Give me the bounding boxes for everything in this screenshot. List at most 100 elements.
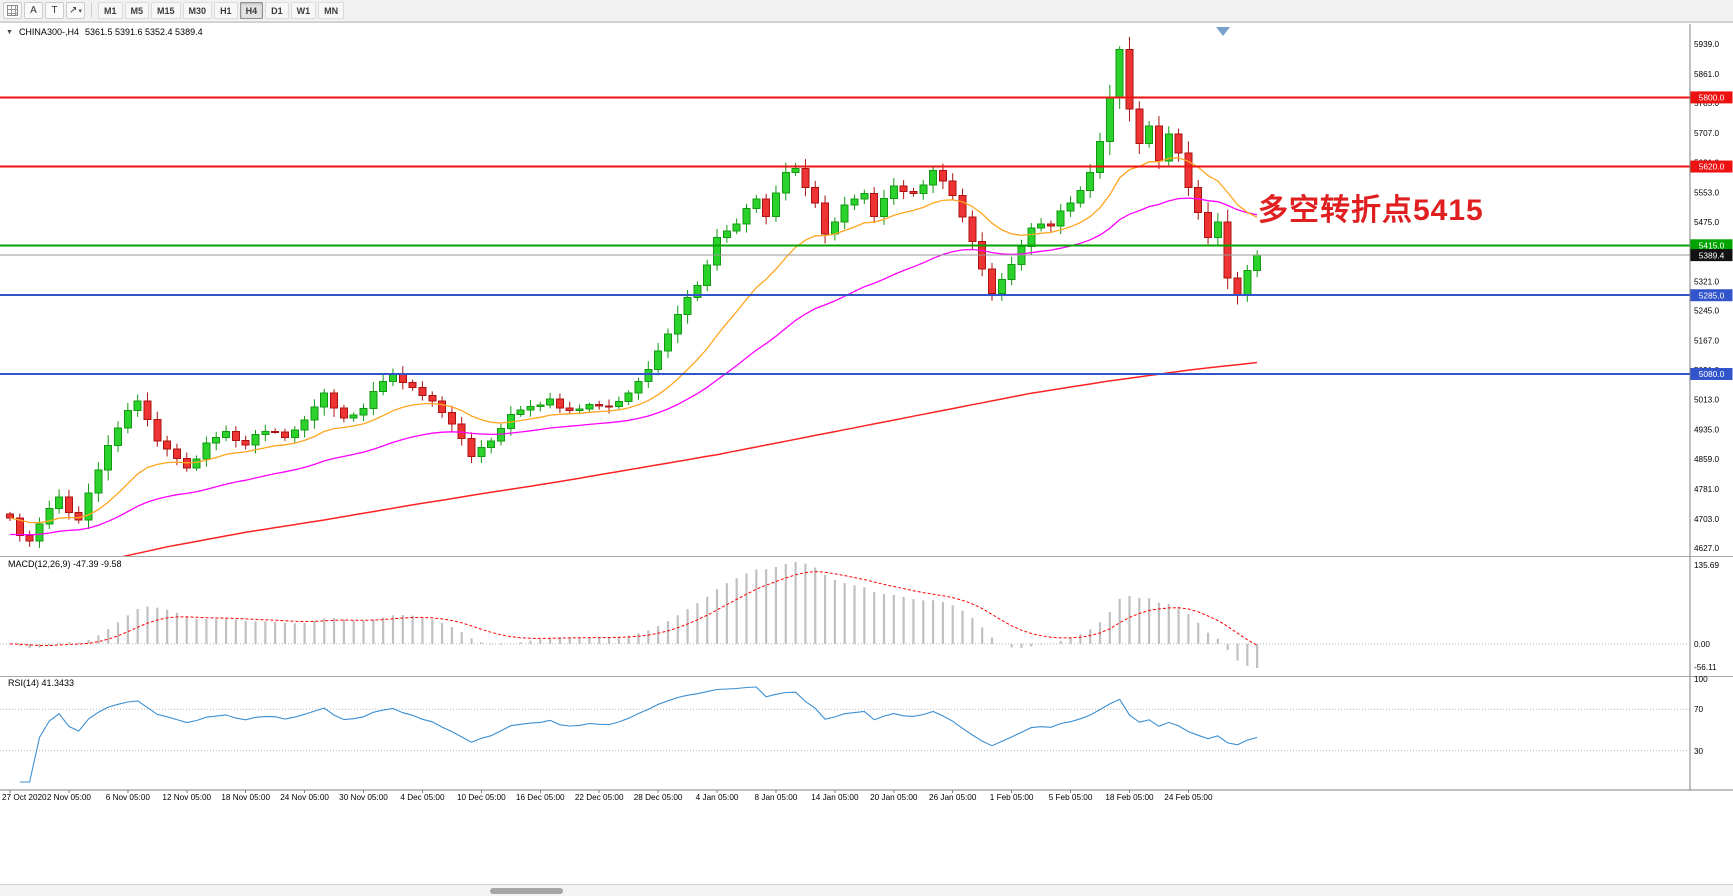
- timeframe-button-m1[interactable]: M1: [98, 2, 123, 19]
- candle: [15, 517, 24, 536]
- chart-window-border: [0, 22, 1733, 23]
- text-a-tool-button[interactable]: A: [24, 2, 43, 19]
- candle: [6, 513, 14, 519]
- svg-text:27 Oct 2020: 27 Oct 2020: [2, 793, 47, 802]
- arrow-tool-button[interactable]: ↗ ▾: [66, 2, 85, 19]
- svg-text:26 Jan 05:00: 26 Jan 05:00: [929, 793, 977, 802]
- candle: [988, 268, 996, 294]
- timeframe-button-m5[interactable]: M5: [124, 2, 150, 19]
- svg-text:5013.0: 5013.0: [1694, 396, 1719, 405]
- candle: [379, 381, 388, 392]
- candle: [624, 392, 633, 402]
- timeframe-button-w1[interactable]: W1: [290, 2, 317, 19]
- candle: [1253, 254, 1262, 271]
- candle: [428, 395, 437, 402]
- candle: [791, 167, 800, 173]
- svg-text:4703.0: 4703.0: [1694, 515, 1719, 524]
- svg-text:5285.0: 5285.0: [1699, 290, 1725, 300]
- candle: [94, 469, 103, 494]
- candlestick-series: [6, 36, 1262, 556]
- collapse-arrow-icon[interactable]: ▼: [6, 28, 13, 36]
- svg-text:18 Feb 05:00: 18 Feb 05:00: [1105, 793, 1154, 802]
- candle: [310, 406, 319, 421]
- candle: [1233, 277, 1242, 296]
- candle: [467, 438, 476, 458]
- timeframe-button-h4[interactable]: H4: [239, 2, 264, 19]
- candle: [1086, 171, 1095, 191]
- candle: [359, 408, 368, 416]
- grid-icon[interactable]: [3, 2, 22, 19]
- svg-text:5620.0: 5620.0: [1699, 162, 1725, 172]
- chart-header: ▼ CHINA300-,H4 5361.5 5391.6 5352.4 5389…: [6, 27, 203, 37]
- timeframe-button-m15[interactable]: M15: [151, 2, 181, 19]
- candle: [840, 204, 849, 223]
- candle: [1046, 223, 1055, 227]
- candle: [1223, 221, 1232, 279]
- candle: [369, 390, 378, 410]
- chart-ohlc-values: 5361.5 5391.6 5352.4 5389.4: [84, 27, 203, 37]
- chart-shift-icon[interactable]: [1216, 27, 1230, 36]
- svg-text:4781.0: 4781.0: [1694, 485, 1719, 494]
- candle: [516, 409, 525, 415]
- candle: [1174, 133, 1183, 154]
- candle: [585, 404, 594, 410]
- candle: [290, 429, 299, 438]
- svg-text:5389.4: 5389.4: [1699, 250, 1725, 260]
- svg-text:70: 70: [1694, 705, 1704, 714]
- candle: [251, 434, 260, 446]
- timeframe-button-d1[interactable]: D1: [265, 2, 289, 19]
- candle: [929, 169, 938, 186]
- chart-annotation-text: 多空转折点5415: [1258, 194, 1484, 227]
- svg-text:30: 30: [1694, 747, 1704, 756]
- horizontal-scrollbar[interactable]: [0, 884, 1733, 896]
- candle: [997, 279, 1006, 294]
- candle: [222, 431, 231, 439]
- candle: [663, 333, 672, 352]
- time-axis: 27 Oct 2020 2 Nov 05:00 6 Nov 05:00 12 Nov …: [2, 790, 1213, 802]
- svg-text:20 Jan 05:00: 20 Jan 05:00: [870, 793, 918, 802]
- candle: [153, 419, 162, 442]
- svg-text:5861.0: 5861.0: [1694, 70, 1719, 79]
- candle: [1204, 212, 1213, 239]
- ma-slow-line: [122, 361, 1258, 556]
- timeframe-button-mn[interactable]: MN: [318, 2, 345, 19]
- candle: [565, 407, 574, 411]
- rsi-line: [19, 686, 1258, 783]
- candle: [919, 184, 928, 194]
- candle: [330, 392, 339, 409]
- timeframe-button-m30[interactable]: M30: [182, 2, 213, 19]
- candle: [1076, 189, 1085, 204]
- candle: [1056, 210, 1065, 227]
- candle: [241, 439, 250, 446]
- candle: [879, 198, 888, 217]
- arrow-tool-caret-icon: ▾: [78, 7, 82, 15]
- candle: [35, 523, 44, 542]
- candle: [349, 414, 358, 419]
- timeframe-button-h1[interactable]: H1: [214, 2, 238, 19]
- candle: [781, 171, 790, 194]
- candle: [1125, 48, 1134, 110]
- candle: [899, 185, 908, 193]
- candle: [163, 440, 172, 450]
- candle: [968, 216, 977, 242]
- svg-text:5475.0: 5475.0: [1694, 218, 1719, 227]
- scrollbar-thumb[interactable]: [490, 888, 563, 894]
- svg-text:24 Nov 05:00: 24 Nov 05:00: [280, 793, 329, 802]
- price-badge-5080.0: [1690, 367, 1733, 380]
- candle: [320, 392, 329, 408]
- candle: [830, 221, 839, 235]
- candle: [860, 192, 869, 200]
- candle: [811, 187, 820, 204]
- candle: [74, 511, 83, 521]
- svg-text:5415.0: 5415.0: [1699, 240, 1725, 250]
- candle: [1184, 152, 1193, 189]
- candle: [762, 198, 771, 217]
- candle: [575, 408, 584, 411]
- candle: [1096, 141, 1105, 173]
- candle: [1154, 125, 1163, 162]
- text-t-tool-button[interactable]: T: [45, 2, 64, 19]
- chart-symbol-title: CHINA300-,H4: [18, 27, 79, 37]
- candle: [742, 207, 751, 225]
- svg-text:5553.0: 5553.0: [1694, 188, 1719, 197]
